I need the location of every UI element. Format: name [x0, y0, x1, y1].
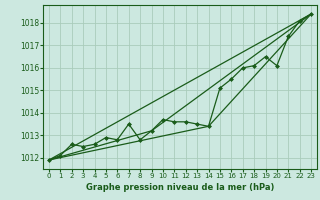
X-axis label: Graphe pression niveau de la mer (hPa): Graphe pression niveau de la mer (hPa): [86, 183, 274, 192]
